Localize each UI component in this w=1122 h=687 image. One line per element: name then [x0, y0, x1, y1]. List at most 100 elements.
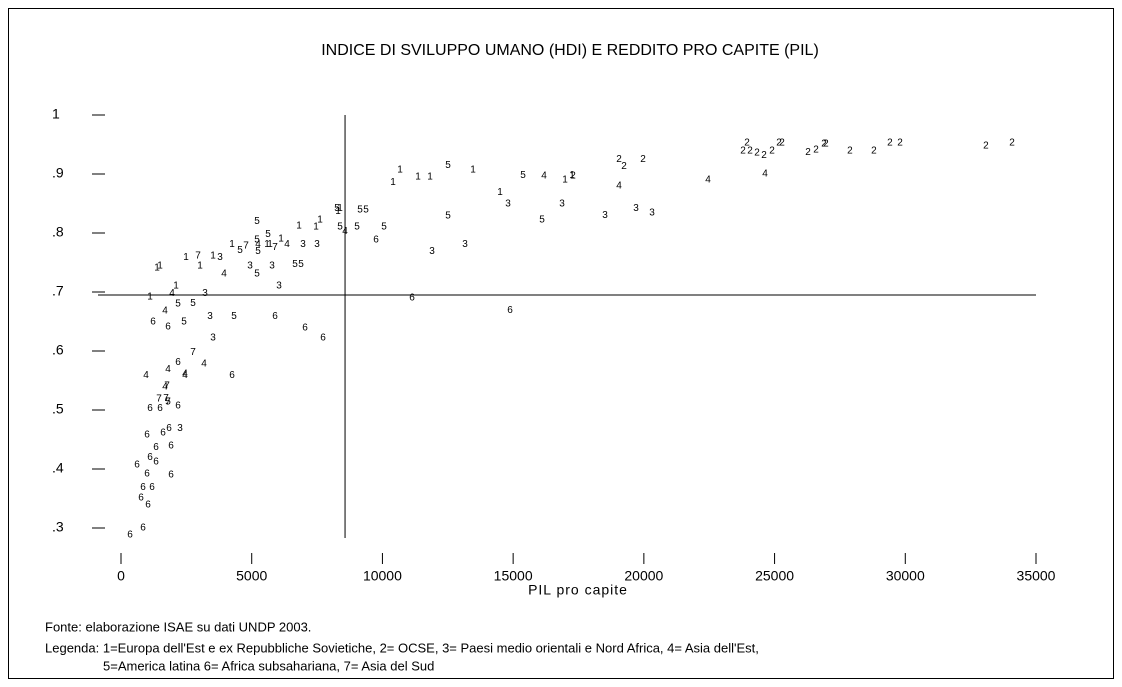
point-label: 2: [740, 146, 746, 157]
point-label: 6: [140, 482, 146, 493]
point-label: 6: [144, 429, 150, 440]
point-label: 6: [144, 468, 150, 479]
point-label: 3: [505, 199, 511, 210]
point-label: 7: [190, 347, 196, 358]
x-tick-label: 0: [117, 568, 125, 584]
point-label: 4: [169, 288, 175, 299]
point-label: 2: [813, 144, 819, 155]
point-label: 4: [162, 306, 168, 317]
point-label: 6: [134, 460, 140, 471]
point-label: 6: [229, 370, 235, 381]
point-label: 2: [640, 154, 646, 165]
point-label: 4: [162, 382, 168, 393]
point-label: 5: [337, 222, 343, 233]
point-label: 6: [140, 523, 146, 534]
point-label: 3: [210, 333, 216, 344]
point-label: 5: [381, 222, 387, 233]
point-label: 5: [181, 317, 187, 328]
point-label: 5: [354, 222, 360, 233]
point-label: 5: [237, 245, 243, 256]
point-label: 4: [284, 239, 290, 250]
point-label: 5: [165, 396, 171, 407]
point-label: 7: [243, 241, 249, 252]
point-label: 1: [427, 172, 433, 183]
x-tick-label: 35000: [1017, 568, 1056, 584]
point-label: 2: [570, 170, 576, 181]
point-label: 6: [147, 452, 153, 463]
point-label: 1: [317, 215, 323, 226]
x-tick-label: 30000: [886, 568, 925, 584]
point-label: 7: [165, 396, 171, 407]
point-label: 5: [292, 259, 298, 270]
point-label: 1: [415, 172, 421, 183]
point-label: 1: [154, 262, 160, 273]
point-label: 5: [254, 268, 260, 279]
point-label: 3: [269, 261, 275, 272]
point-label: 5: [254, 235, 260, 246]
point-label: 5: [231, 311, 237, 322]
point-label: 1: [313, 222, 319, 233]
y-tick-label: .7: [52, 283, 64, 299]
point-label: 5: [298, 259, 304, 270]
point-label: 1: [197, 261, 203, 272]
point-label: 3: [633, 203, 639, 214]
point-label: 1: [470, 165, 476, 176]
point-label: 6: [320, 333, 326, 344]
point-label: 1: [390, 177, 396, 188]
point-label: 2: [761, 150, 767, 161]
x-tick-label: 25000: [755, 568, 794, 584]
point-label: 5: [190, 298, 196, 309]
source-note: Fonte: elaborazione ISAE su dati UNDP 20…: [45, 619, 311, 634]
point-label: 6: [272, 311, 278, 322]
point-label: 6: [150, 317, 156, 328]
point-label: 6: [147, 403, 153, 414]
point-label: 1: [296, 221, 302, 232]
point-label: 1: [337, 203, 343, 214]
point-label: 5: [445, 211, 451, 222]
point-label: 2: [744, 137, 750, 148]
point-label: 1: [397, 165, 403, 176]
point-label: 4: [201, 359, 207, 370]
x-tick-label: 10000: [363, 568, 402, 584]
legend-text: 5=America latina 6= Africa subsahariana,…: [103, 658, 434, 673]
point-label: 3: [217, 252, 223, 263]
y-tick-label: .4: [52, 460, 64, 476]
point-label: 1: [157, 261, 163, 272]
point-label: 1: [173, 281, 179, 292]
point-label: 3: [300, 239, 306, 250]
point-label: 1: [562, 175, 568, 186]
point-label: 5: [539, 215, 545, 226]
point-label: 4: [165, 364, 171, 375]
point-label: 3: [429, 246, 435, 257]
y-tick-label: .6: [52, 342, 64, 358]
point-label: 1: [147, 291, 153, 302]
point-label: 3: [649, 208, 655, 219]
point-label: 7: [195, 251, 201, 262]
point-label: 1: [278, 234, 284, 245]
point-label: 3: [462, 239, 468, 250]
point-label: 2: [821, 139, 827, 150]
point-label: 3: [207, 311, 213, 322]
point-label: 4: [762, 169, 768, 180]
point-label: 5: [334, 203, 340, 214]
point-label: 2: [897, 137, 903, 148]
point-label: 6: [153, 442, 159, 453]
frame: [8, 8, 1114, 679]
point-label: 4: [182, 369, 188, 380]
point-label: 2: [779, 137, 785, 148]
x-axis-label: PIL pro capite: [528, 582, 628, 598]
point-label: 6: [160, 428, 166, 439]
x-tick-label: 5000: [236, 568, 267, 584]
point-label: 4: [221, 268, 227, 279]
point-label: 1: [264, 239, 270, 250]
point-label: 7: [163, 393, 169, 404]
point-label: 5: [445, 160, 451, 171]
point-label: 4: [541, 170, 547, 181]
point-label: 6: [373, 235, 379, 246]
point-label: 6: [409, 293, 415, 304]
point-label: 7: [164, 380, 170, 391]
point-label: 6: [157, 403, 163, 414]
legend-text: Legenda: 1=Europa dell'Est e ex Repubbli…: [45, 640, 759, 655]
point-label: 6: [175, 401, 181, 412]
